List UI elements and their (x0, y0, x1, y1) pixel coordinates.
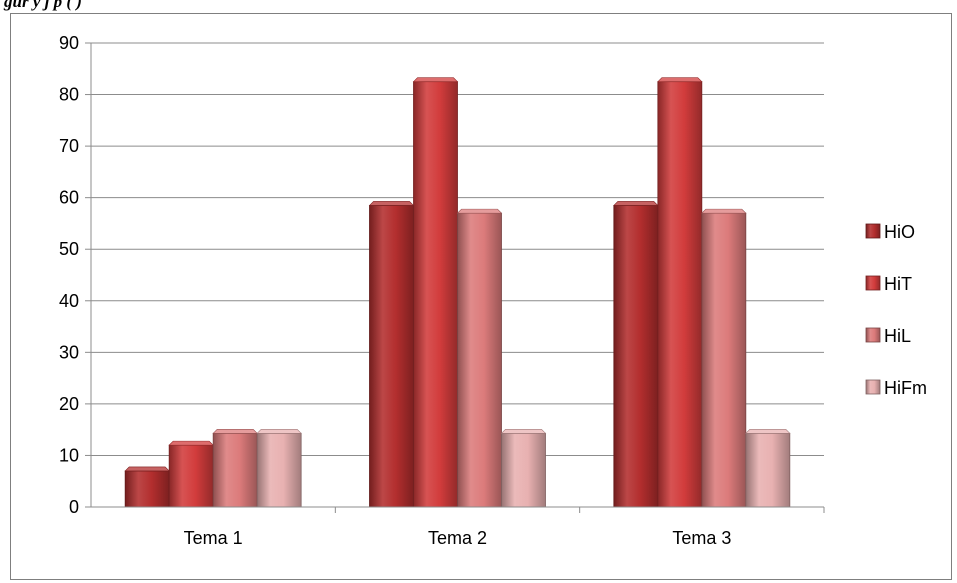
y-tick-label: 20 (59, 394, 79, 414)
bar-hil-3 (701, 212, 747, 508)
y-tick-label: 60 (59, 188, 79, 208)
bar-top-hit-3 (657, 77, 703, 82)
bar-top-hio-2 (368, 201, 415, 206)
bar-hifm-1 (256, 432, 302, 508)
legend-label-hit: HiT (884, 274, 912, 294)
y-tick-label: 50 (59, 239, 79, 259)
bar-top-hifm-3 (745, 428, 791, 434)
legend-swatch-hio (865, 223, 881, 239)
axes: 0 10 20 30 40 50 60 70 80 90 Tema 1 Tema 2 Tema 3 (59, 33, 825, 548)
y-tick-label: 0 (69, 497, 79, 517)
x-tick-label: Tema 2 (428, 528, 487, 548)
bar-hifm-3 (745, 432, 791, 508)
cut-off-caption: gur y j p ( ) (4, 0, 82, 11)
bar-top-hifm-1 (256, 428, 302, 434)
bar-hil-1 (212, 432, 258, 508)
bar-hio-1 (124, 470, 170, 508)
bar-top-hio-3 (613, 201, 659, 206)
x-tick-label: Tema 3 (672, 528, 731, 548)
bar-hil-2 (457, 212, 502, 508)
x-tick-label: Tema 1 (184, 528, 243, 548)
legend: HiO HiT HiL HiFm (865, 222, 927, 398)
bar-hio-2 (369, 204, 414, 508)
y-tick-label: 80 (59, 85, 79, 105)
bar-hio-3 (613, 204, 659, 508)
y-tick-label: 30 (59, 342, 79, 362)
bar-hit-3 (657, 81, 703, 508)
bar-top-hio-1 (124, 466, 170, 472)
bar-top-hil-2 (456, 208, 503, 214)
y-tick-label: 70 (59, 136, 79, 156)
bar-top-hit-1 (168, 440, 214, 446)
y-tick-label: 90 (59, 33, 79, 53)
legend-swatch-hit (865, 275, 881, 291)
bar-top-hil-3 (701, 208, 747, 214)
bar-hit-2 (413, 81, 458, 508)
chart-frame: 0 10 20 30 40 50 60 70 80 90 Tema 1 Tema 2 Tema 3 Hi… (10, 13, 952, 580)
bar-hifm-2 (501, 432, 546, 508)
legend-label-hifm: HiFm (884, 378, 927, 398)
bars (124, 77, 791, 508)
bar-top-hit-2 (412, 77, 459, 82)
legend-label-hil: HiL (884, 326, 911, 346)
legend-swatch-hil (865, 327, 881, 343)
bar-hit-1 (168, 444, 214, 508)
bar-top-hifm-2 (500, 428, 547, 434)
legend-swatch-hifm (865, 379, 881, 395)
y-tick-label: 40 (59, 291, 79, 311)
bar-chart: 0 10 20 30 40 50 60 70 80 90 Tema 1 Tema 2 Tema 3 Hi… (59, 33, 927, 548)
legend-label-hio: HiO (884, 222, 915, 242)
bar-top-hil-1 (212, 428, 258, 434)
y-tick-label: 10 (59, 445, 79, 465)
